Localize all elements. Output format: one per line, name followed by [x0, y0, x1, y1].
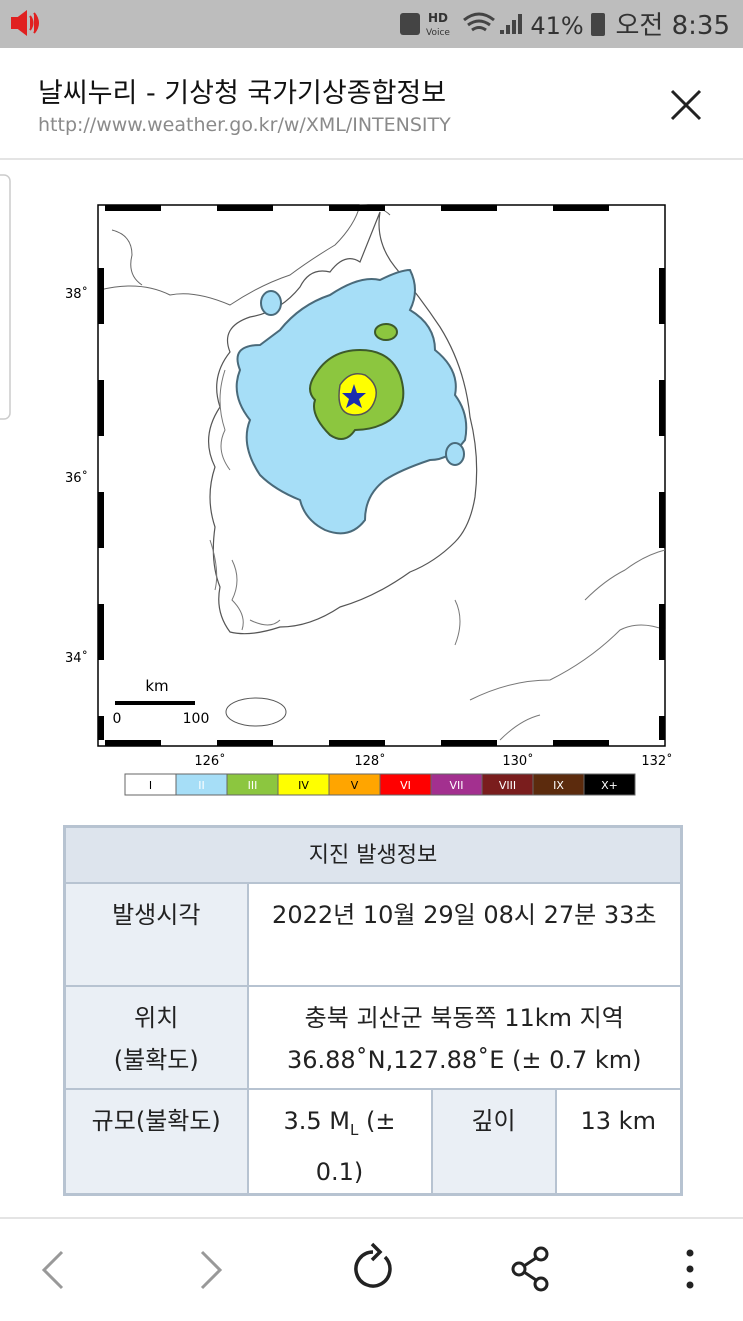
legend-label: V	[351, 779, 359, 792]
frame-tick	[659, 716, 665, 740]
frame-tick	[98, 604, 104, 660]
frame-tick	[659, 604, 665, 660]
lon-label: 132˚	[641, 753, 672, 769]
lat-label: 38˚	[65, 286, 88, 302]
depth-value: 13 km	[554, 1087, 683, 1196]
frame-tick	[659, 380, 665, 436]
frame-tick	[441, 740, 497, 746]
frame-tick	[105, 740, 161, 746]
hd-label: HD	[428, 11, 448, 25]
lon-label: 126˚	[194, 753, 225, 769]
page-title: 날씨누리 - 기상청 국가기상종합정보	[38, 78, 446, 109]
jeju	[225, 697, 287, 727]
frame-tick	[553, 205, 609, 211]
scale-unit: km	[145, 677, 168, 695]
lat-label: 36˚	[65, 470, 88, 486]
magnitude-value: 3.5 M	[283, 1107, 351, 1135]
legend-label: IV	[298, 779, 309, 792]
frame-tick	[105, 205, 161, 211]
frame-tick	[329, 740, 385, 746]
row-label: 발생시각	[63, 882, 249, 987]
scale-end: 100	[183, 711, 210, 727]
frame-tick	[98, 380, 104, 436]
row-label: 위치 (불확도)	[63, 985, 249, 1090]
share-button[interactable]	[511, 1246, 549, 1292]
epicenter	[342, 384, 366, 408]
menu-button[interactable]	[686, 1249, 694, 1289]
back-button[interactable]	[41, 1250, 64, 1290]
clock: 오전 8:35	[616, 11, 731, 41]
value-line: 충북 괴산군 북동쪽 11km 지역	[304, 1004, 624, 1032]
lat-label: 34˚	[65, 650, 88, 666]
page-url: http://www.weather.go.kr/w/XML/INTENSITY	[38, 114, 451, 136]
row-value: 2022년 10월 29일 08시 27분 33초	[246, 882, 683, 987]
battery-level: 41%	[530, 12, 583, 40]
reload-button[interactable]	[354, 1242, 392, 1288]
legend-label: VI	[400, 779, 411, 792]
forward-button[interactable]	[200, 1250, 223, 1290]
legend-label: VIII	[499, 779, 516, 792]
legend-label: IX	[553, 779, 564, 792]
frame-tick	[217, 205, 273, 211]
legend-label: VII	[449, 779, 463, 792]
magnitude-scale: L	[350, 1120, 359, 1139]
islands	[209, 369, 461, 646]
frame-tick	[98, 268, 104, 324]
frame-tick	[553, 740, 609, 746]
frame-tick	[659, 492, 665, 548]
frame-tick	[98, 716, 104, 740]
label-line: (불확도)	[113, 1046, 199, 1074]
close-button[interactable]	[670, 89, 702, 121]
legend-label: II	[198, 779, 205, 792]
depth-label: 깊이	[430, 1087, 557, 1196]
row-value: 충북 괴산군 북동쪽 11km 지역 36.88˚N,127.88˚E (± 0.…	[246, 985, 683, 1090]
frame-tick	[217, 740, 273, 746]
intensity-iii-area	[374, 323, 398, 341]
japan-coast	[469, 549, 666, 741]
sound-icon	[11, 10, 39, 36]
signal-icon	[500, 14, 522, 34]
lon-label: 130˚	[502, 753, 533, 769]
legend-label: III	[248, 779, 258, 792]
intensity-ii-area	[260, 290, 282, 316]
row-label: 규모(불확도)	[63, 1087, 249, 1196]
recycle-icon	[400, 13, 420, 35]
frame-tick	[441, 205, 497, 211]
wifi-icon	[463, 12, 495, 32]
intensity-map: km 0 100 38˚ 36˚ 34˚ 126˚ 128˚ 130˚ 132˚	[65, 204, 673, 769]
magnitude: 3.5 ML (± 0.1)	[246, 1087, 433, 1196]
voice-label: Voice	[426, 28, 450, 38]
value-line: 36.88˚N,127.88˚E (± 0.7 km)	[286, 1046, 642, 1074]
earthquake-info-table: 지진 발생정보 발생시각 2022년 10월 29일 08시 27분 33초 위…	[63, 825, 683, 1196]
status-bar	[0, 0, 743, 48]
label-line: 위치	[134, 1004, 179, 1032]
magnitude-uncertainty: (± 0.1)	[315, 1107, 396, 1186]
intensity-ii-area	[445, 442, 465, 466]
intensity-legend: I II III IV V VI VII VIII IX X+	[124, 773, 636, 796]
frame-tick	[329, 205, 385, 211]
battery-icon	[591, 13, 605, 36]
frame-tick	[98, 492, 104, 548]
legend-label: I	[149, 779, 152, 792]
table-title: 지진 발생정보	[63, 825, 683, 884]
lon-label: 128˚	[354, 753, 385, 769]
legend-label: X+	[601, 779, 618, 792]
legend-swatch	[583, 773, 636, 796]
frame-tick	[659, 268, 665, 324]
side-tab[interactable]	[0, 174, 11, 420]
scale-start: 0	[113, 711, 122, 727]
